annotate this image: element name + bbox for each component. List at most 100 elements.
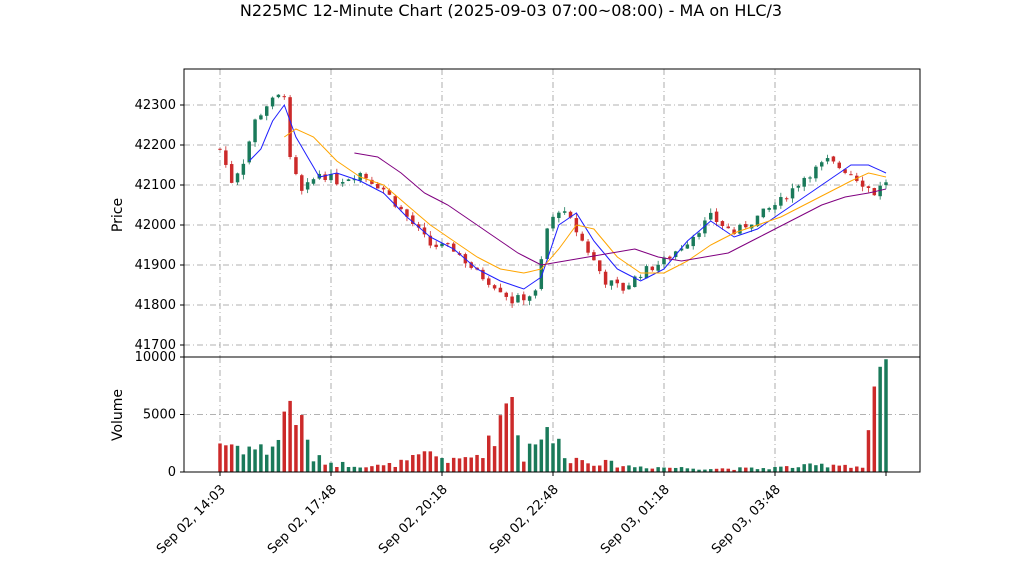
candle-body	[843, 169, 847, 173]
candle-body	[346, 179, 351, 181]
candle-body	[644, 266, 649, 279]
candle-body	[662, 257, 666, 265]
volume-bar	[346, 467, 351, 472]
candle-body	[656, 264, 660, 271]
candle-body	[825, 158, 830, 162]
candle-body	[340, 182, 345, 184]
volume-bar	[358, 467, 362, 472]
price-y-tick-label: 42000	[135, 218, 176, 233]
volume-bar	[638, 466, 643, 472]
volume-bar	[469, 457, 473, 472]
price-y-tick-label: 41900	[135, 258, 176, 273]
candle-body	[738, 224, 742, 234]
volume-bar	[329, 462, 333, 472]
volume-y-tick-label: 0	[168, 465, 176, 480]
candle-body	[229, 164, 234, 183]
volume-bar	[446, 462, 450, 472]
candle-body	[539, 259, 544, 289]
volume-bar	[650, 468, 655, 472]
volume-bar	[224, 445, 228, 472]
candle-body	[545, 228, 549, 259]
volume-bar	[773, 467, 777, 472]
candle-body	[714, 211, 719, 223]
volume-bar	[510, 396, 514, 472]
candle-body	[510, 296, 514, 304]
volume-bar	[703, 469, 707, 472]
volume-y-tick-label: 10000	[135, 350, 176, 365]
candle-body	[837, 162, 842, 169]
candle-body	[282, 96, 287, 98]
candle-body	[802, 177, 806, 187]
chart-title: N225MC 12-Minute Chart (2025-09-03 07:00…	[240, 1, 782, 20]
x-axis-ticks: Sep 02, 14:03 Sep 02, 17:48 Sep 02, 20:18 S…	[154, 472, 887, 557]
candle-body	[878, 185, 882, 197]
price-y-ticks: 41700 41800 41900 42000 42100 42200 42300	[135, 98, 184, 353]
volume-bar	[872, 386, 877, 472]
candle-body	[796, 185, 801, 188]
volume-bar	[726, 468, 731, 472]
candle-body	[481, 269, 485, 280]
volume-bar	[551, 443, 555, 472]
volume-bar	[796, 467, 801, 472]
candle-body	[335, 173, 339, 185]
candle-body	[866, 186, 871, 188]
volume-bar	[714, 468, 719, 472]
candle-body	[276, 94, 281, 98]
volume-bar	[656, 467, 660, 472]
candle-body	[294, 157, 298, 175]
volume-bar	[218, 443, 222, 472]
volume-bar	[539, 439, 544, 472]
volume-bar	[340, 461, 345, 472]
volume-bar	[808, 463, 812, 472]
volume-bar	[311, 461, 316, 472]
volume-bar	[457, 458, 462, 472]
candle-body	[627, 285, 631, 290]
volume-bar	[229, 444, 234, 472]
volume-bar	[294, 425, 298, 472]
candle-body	[779, 197, 783, 206]
volume-bar	[621, 466, 625, 472]
volume-bar	[609, 460, 614, 472]
candle-body	[615, 279, 620, 284]
price-y-tick-label: 41800	[135, 298, 176, 313]
candle-body	[720, 221, 725, 227]
candle-body	[568, 211, 573, 218]
candle-body	[253, 119, 257, 143]
volume-bar	[375, 464, 380, 472]
volume-bar	[422, 451, 427, 472]
candle-body	[603, 271, 608, 285]
x-tick-label: Sep 02, 14:03	[154, 482, 229, 557]
volume-bar	[884, 359, 888, 472]
volume-bar	[644, 468, 649, 472]
price-plot-frame	[184, 69, 920, 357]
ma-line-mid	[284, 128, 887, 274]
candle-body	[352, 179, 357, 181]
volume-bar	[749, 467, 754, 472]
volume-bar	[855, 466, 859, 472]
volume-y-axis-label: Volume	[110, 389, 126, 441]
candle-body	[726, 226, 731, 229]
x-tick-label: Sep 02, 20:18	[376, 482, 451, 557]
volume-bar	[481, 458, 485, 472]
volume-plot-border	[183, 356, 921, 473]
volume-bar	[381, 465, 386, 472]
candle-body	[767, 208, 771, 210]
candle-body	[305, 182, 310, 190]
candle-body	[633, 276, 637, 287]
candle-body	[650, 266, 655, 271]
volume-bar	[288, 400, 292, 472]
candle-body	[381, 187, 386, 190]
candle-body	[469, 262, 473, 268]
candle-body	[218, 148, 222, 150]
candle-body	[224, 150, 228, 165]
volume-bar	[475, 454, 479, 472]
candle-body	[434, 244, 438, 247]
candle-body	[609, 280, 614, 286]
candle-body	[884, 182, 888, 186]
candle-body	[732, 229, 736, 235]
candle-body	[405, 209, 409, 217]
volume-bar	[679, 467, 684, 472]
price-y-tick-label: 41700	[135, 338, 176, 353]
candle-body	[533, 290, 538, 296]
